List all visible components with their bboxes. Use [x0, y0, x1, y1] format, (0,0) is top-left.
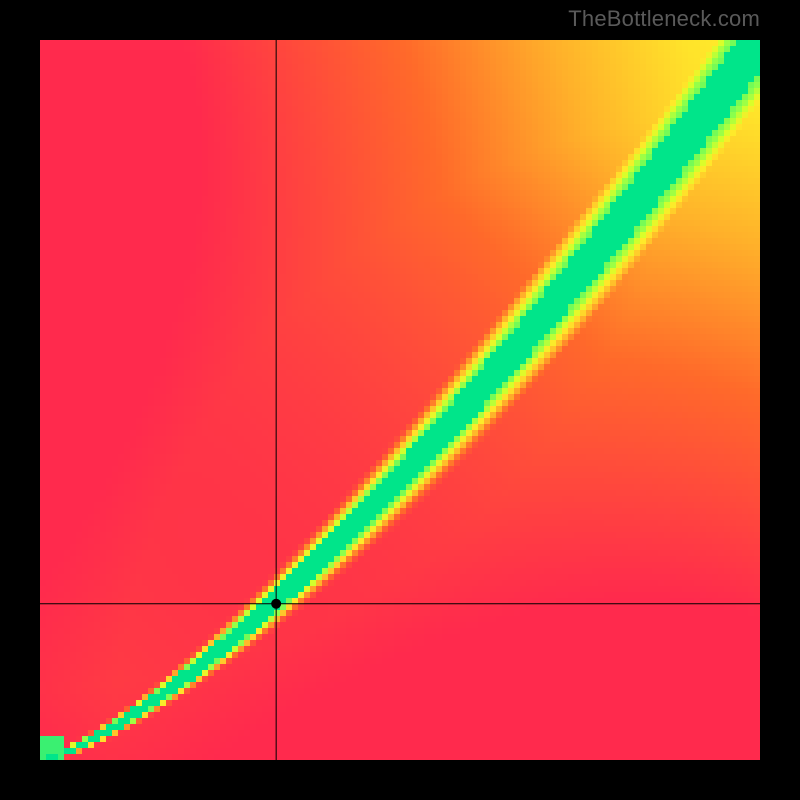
chart-frame: TheBottleneck.com	[0, 0, 800, 800]
marker-dot	[271, 599, 281, 609]
marker-overlay	[40, 40, 760, 760]
watermark-text: TheBottleneck.com	[568, 6, 760, 32]
plot-area	[40, 40, 760, 760]
